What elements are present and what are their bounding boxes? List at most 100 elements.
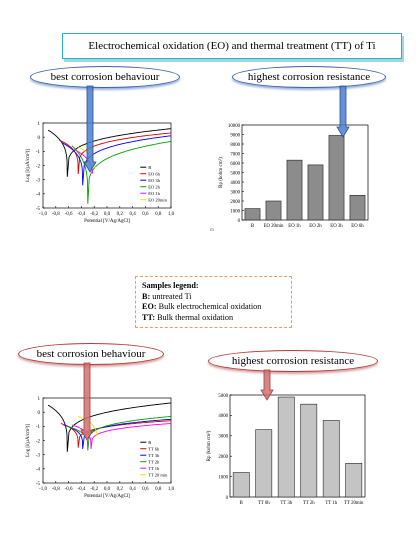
y-tick-label: -1: [36, 425, 41, 430]
legend-label: TT 20 min: [148, 472, 168, 477]
y-tick-label: -2: [36, 439, 41, 444]
y-tick-label: 5000: [230, 171, 240, 176]
y-axis-label: Log [i(µA/cm²)]: [25, 149, 31, 182]
y-tick-label: -2: [36, 164, 41, 169]
series-line: [71, 423, 171, 450]
eo-best-behaviour-callout: best corrosion behaviour: [30, 66, 180, 88]
y-tick-label: 0: [38, 136, 41, 141]
x-tick-label: -0,6: [65, 487, 73, 492]
x-tick-label: -1,0: [39, 212, 47, 217]
legend-label: TT 1h: [148, 466, 160, 471]
y-tick-label: 9000: [230, 133, 240, 138]
tt-best-behaviour-text: best corrosion behaviour: [36, 348, 146, 360]
legend-label: EO 1h: [148, 191, 160, 196]
legend-label: B: [148, 440, 151, 445]
x-tick-label: 0,4: [129, 487, 136, 492]
x-tick-label: TT 6h: [258, 501, 270, 506]
y-axis-label: Log [i(µA/cm²)]: [25, 424, 31, 457]
x-tick-label: TT 2h: [303, 501, 315, 506]
y-tick-label: -5: [36, 482, 41, 487]
bar: [232, 472, 250, 498]
samples-legend-item: EO: Bulk electrochemical oxidation: [142, 302, 262, 311]
y-tick-label: 1000: [230, 209, 240, 214]
y-tick-label: -5: [36, 207, 41, 212]
series-line: [47, 402, 171, 452]
y-tick-label: 0: [226, 496, 229, 501]
x-tick-label: -0,2: [90, 487, 98, 492]
legend-label: TT 6h: [148, 446, 160, 451]
x-axis-label: Potential [V/Ag/AgCl]: [84, 219, 130, 224]
legend-label: EO 3h: [148, 178, 160, 183]
legend-label: EO 6h: [148, 171, 160, 176]
bar: [244, 208, 261, 221]
y-tick-label: -4: [36, 468, 41, 473]
x-tick-label: TT 20min: [344, 501, 364, 506]
y-tick-label: 6000: [230, 162, 240, 167]
x-tick-label: 0,2: [117, 487, 124, 492]
y-tick-label: 8000: [230, 143, 240, 148]
y-tick-label: 1: [38, 397, 41, 402]
bar: [300, 403, 318, 498]
x-tick-label: B: [240, 501, 243, 506]
eo-best-behaviour-text: best corrosion behaviour: [50, 71, 160, 83]
x-tick-label: 0,6: [142, 487, 149, 492]
y-tick-label: -1: [36, 150, 41, 155]
bar: [255, 429, 273, 498]
legend-label: EO 2h: [148, 184, 160, 189]
eo-highest-resistance-callout: highest corrosion resistance: [232, 66, 386, 88]
y-tick-label: 1: [38, 122, 41, 127]
eo-rp-bar-chart: 0 1000 2000 3000 4000 5000 6000 7000 8000 9000 100…: [218, 124, 369, 229]
samples-legend-item: B: untreated Ti: [142, 291, 192, 301]
x-tick-label: -1,0: [39, 487, 47, 492]
x-tick-label: 0,8: [155, 212, 162, 217]
x-tick-label: -0,2: [90, 212, 98, 217]
y-tick-label: 7000: [230, 152, 240, 157]
x-tick-label: 0,4: [129, 212, 136, 217]
x-tick-label: EO 20min: [264, 224, 284, 229]
bar: [349, 195, 366, 221]
legend-label: B: [148, 165, 151, 170]
eo-highest-arrow: [336, 85, 350, 138]
x-axis-label: Potential [V/Ag/AgCl]: [84, 494, 130, 499]
x-tick-label: 0,2: [117, 212, 124, 217]
x-tick-label: 0,0: [104, 212, 111, 217]
y-tick-label: 3000: [230, 190, 240, 195]
y-tick-label: -3: [36, 178, 41, 183]
tt-highest-resistance-callout: highest corrosion resistance: [208, 350, 378, 372]
series-line: [58, 132, 171, 175]
eo-best-arrow: [83, 85, 97, 173]
samples-legend-item: TT: Bulk thermal oxidation: [142, 312, 234, 322]
x-tick-label: TT 3h: [280, 501, 292, 506]
page-title: Electrochemical oxidation (EO) and therm…: [62, 33, 402, 59]
legend-label: TT 3h: [148, 453, 160, 458]
samples-legend-heading: Samples legend:: [142, 281, 199, 290]
x-tick-label: 0,6: [142, 212, 149, 217]
x-tick-label: EO 3h: [330, 224, 343, 229]
bar: [307, 164, 324, 221]
y-tick-label: -3: [36, 453, 41, 458]
x-tick-label: EO 6h: [351, 224, 364, 229]
y-axis-label: Rp (kohm cm²): [218, 157, 224, 188]
bar: [322, 420, 340, 498]
x-tick-label: -0,8: [52, 487, 60, 492]
y-tick-label: 0: [38, 411, 41, 416]
y-tick-label: 3000: [218, 435, 228, 440]
plot-frame: [229, 394, 366, 498]
y-tick-label: 1000: [218, 475, 228, 480]
y-tick-label: -4: [36, 193, 41, 198]
y-tick-label: 4000: [230, 181, 240, 186]
tt-rp-bar-chart: 0 1000 2000 3000 4000 5000 B TT 6h TT 3h TT 2h TT …: [206, 394, 366, 506]
bar: [277, 396, 295, 498]
x-tick-label: -0,4: [77, 212, 85, 217]
x-tick-label: 0,0: [104, 487, 111, 492]
bar: [328, 135, 345, 221]
y-tick-label: 4000: [218, 414, 228, 419]
x-tick-label: 1,0: [168, 487, 175, 492]
y-tick-label: 2000: [230, 200, 240, 205]
x-tick-label: -0,4: [77, 487, 85, 492]
x-tick-label: EO 1h: [288, 224, 301, 229]
stray-mark: m: [210, 228, 214, 233]
x-tick-label: B: [251, 224, 254, 229]
tt-best-behaviour-callout: best corrosion behaviour: [18, 343, 164, 365]
page-title-text: Electrochemical oxidation (EO) and therm…: [88, 40, 376, 52]
